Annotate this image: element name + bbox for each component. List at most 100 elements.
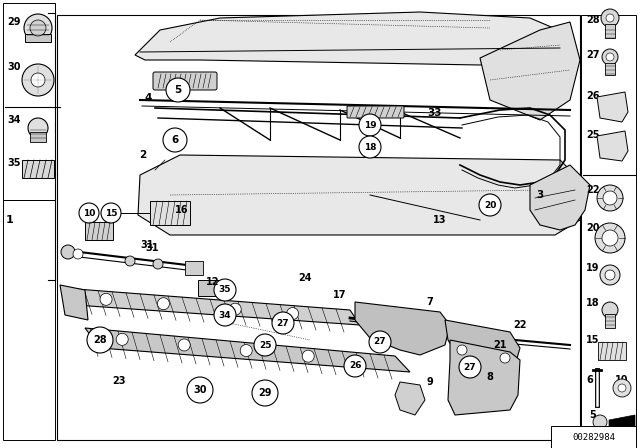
Circle shape <box>178 339 190 351</box>
Circle shape <box>618 384 626 392</box>
Text: 16: 16 <box>175 205 189 215</box>
Text: 34: 34 <box>219 310 231 319</box>
FancyBboxPatch shape <box>598 342 626 360</box>
Polygon shape <box>355 302 450 355</box>
Circle shape <box>22 64 54 96</box>
Circle shape <box>457 345 467 355</box>
Circle shape <box>369 331 391 353</box>
Polygon shape <box>138 155 585 235</box>
Circle shape <box>287 308 299 319</box>
Text: 34: 34 <box>7 115 20 125</box>
Circle shape <box>600 265 620 285</box>
Circle shape <box>163 128 187 152</box>
Text: 22: 22 <box>513 320 527 330</box>
Circle shape <box>302 350 314 362</box>
Text: 5: 5 <box>174 85 182 95</box>
Text: 28: 28 <box>586 15 600 25</box>
FancyBboxPatch shape <box>605 314 615 328</box>
FancyBboxPatch shape <box>605 63 615 75</box>
Text: 12: 12 <box>206 277 220 287</box>
Circle shape <box>24 14 52 42</box>
Polygon shape <box>135 12 570 65</box>
Polygon shape <box>85 328 410 372</box>
Circle shape <box>595 223 625 253</box>
Text: 17: 17 <box>333 290 347 300</box>
FancyBboxPatch shape <box>25 34 51 42</box>
Circle shape <box>606 53 614 61</box>
Text: 15: 15 <box>105 208 117 217</box>
Text: 18: 18 <box>586 298 600 308</box>
Circle shape <box>602 49 618 65</box>
Text: 24: 24 <box>298 273 312 283</box>
Circle shape <box>606 14 614 22</box>
Text: 25: 25 <box>586 130 600 140</box>
FancyBboxPatch shape <box>30 132 46 142</box>
Circle shape <box>254 334 276 356</box>
Polygon shape <box>609 415 635 440</box>
Text: 6: 6 <box>587 375 593 385</box>
Text: 27: 27 <box>276 319 289 327</box>
FancyBboxPatch shape <box>198 280 218 296</box>
FancyBboxPatch shape <box>22 160 54 178</box>
Circle shape <box>100 293 112 305</box>
Circle shape <box>214 304 236 326</box>
Circle shape <box>597 185 623 211</box>
FancyBboxPatch shape <box>185 261 203 275</box>
Circle shape <box>229 303 241 315</box>
Circle shape <box>166 78 190 102</box>
Circle shape <box>125 256 135 266</box>
Text: 22: 22 <box>586 185 600 195</box>
FancyBboxPatch shape <box>605 24 615 38</box>
Circle shape <box>214 279 236 301</box>
Text: 15: 15 <box>586 335 600 345</box>
Circle shape <box>602 302 618 318</box>
Text: 27: 27 <box>374 337 387 346</box>
Text: 27: 27 <box>586 50 600 60</box>
Circle shape <box>187 377 213 403</box>
Circle shape <box>157 298 170 310</box>
Text: 35: 35 <box>7 158 20 168</box>
Text: 31: 31 <box>140 240 154 250</box>
Text: 1: 1 <box>6 215 14 225</box>
Text: 31: 31 <box>145 243 159 253</box>
Text: 18: 18 <box>364 142 376 151</box>
Text: 13: 13 <box>433 215 447 225</box>
Text: 6: 6 <box>172 135 179 145</box>
Circle shape <box>252 380 278 406</box>
Text: 10: 10 <box>83 208 95 217</box>
Text: 5: 5 <box>589 410 596 420</box>
Text: 20: 20 <box>484 201 496 210</box>
FancyBboxPatch shape <box>347 106 404 118</box>
Text: 30: 30 <box>7 62 20 72</box>
Polygon shape <box>445 320 520 372</box>
Text: 29: 29 <box>259 388 272 398</box>
Text: 2: 2 <box>140 150 147 160</box>
Text: 30: 30 <box>193 385 207 395</box>
Polygon shape <box>395 382 425 415</box>
Circle shape <box>344 355 366 377</box>
Circle shape <box>613 379 631 397</box>
Circle shape <box>272 312 294 334</box>
FancyBboxPatch shape <box>153 72 217 90</box>
FancyBboxPatch shape <box>551 426 636 448</box>
Text: 35: 35 <box>219 285 231 294</box>
Text: 23: 23 <box>112 376 125 386</box>
Polygon shape <box>597 92 628 122</box>
Circle shape <box>240 345 252 357</box>
Circle shape <box>359 114 381 136</box>
Text: 19: 19 <box>364 121 376 129</box>
Text: 4: 4 <box>144 93 152 103</box>
Polygon shape <box>60 285 88 320</box>
FancyBboxPatch shape <box>596 428 604 440</box>
Circle shape <box>359 136 381 158</box>
Text: 8: 8 <box>486 372 493 382</box>
Circle shape <box>459 356 481 378</box>
Circle shape <box>593 415 607 429</box>
Text: 25: 25 <box>259 340 271 349</box>
Circle shape <box>603 191 617 205</box>
Circle shape <box>79 203 99 223</box>
Text: 7: 7 <box>427 297 433 307</box>
Polygon shape <box>448 340 520 415</box>
Text: 28: 28 <box>93 335 107 345</box>
Circle shape <box>28 118 48 138</box>
